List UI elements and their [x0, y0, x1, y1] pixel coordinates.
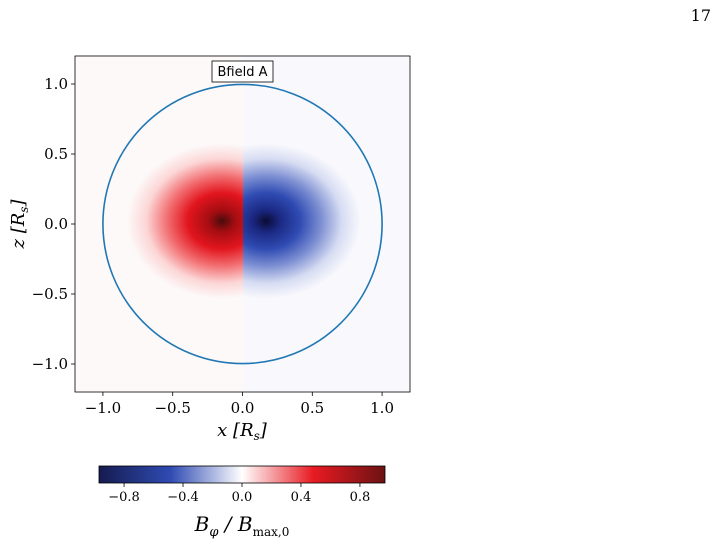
- colorbar-gradient: [98, 465, 386, 484]
- panel-label-box: Bfield A: [211, 60, 274, 83]
- panel-label: Bfield A: [218, 65, 268, 80]
- field-heatmap: [75, 56, 410, 392]
- plot-area: [74, 55, 411, 393]
- colorbar-ticks: −0.8 −0.4 0.0 0.4 0.8: [108, 483, 370, 505]
- colorbar-label: Bφ / Bmax,0: [194, 512, 290, 540]
- page-number: 17: [690, 6, 711, 25]
- x-tick-label: 0.0: [231, 399, 255, 417]
- y-tick-label: 0.0: [44, 215, 68, 233]
- y-tick-label: 1.0: [44, 75, 68, 93]
- colorbar-tick-label: −0.8: [108, 490, 140, 505]
- y-tick-label: −1.0: [32, 355, 68, 373]
- x-tick-label: 1.0: [370, 399, 394, 417]
- boundary-circle: [102, 83, 383, 365]
- x-axis: −1.0 −0.5 0.0 0.5 1.0: [85, 392, 394, 417]
- y-axis-label: z [Rs]: [8, 199, 31, 250]
- colorbar-tick-label: 0.0: [232, 490, 253, 505]
- y-tick-label: 0.5: [44, 145, 68, 163]
- x-tick-label: −0.5: [154, 399, 190, 417]
- colorbar-tick-label: −0.4: [167, 490, 199, 505]
- y-axis: −1.0 −0.5 0.0 0.5 1.0: [32, 75, 75, 373]
- positive-lobe: [127, 143, 243, 299]
- y-tick-label: −0.5: [32, 285, 68, 303]
- colorbar-tick-label: 0.4: [291, 490, 312, 505]
- colorbar-tick-label: 0.8: [350, 490, 371, 505]
- colorbar: −0.8 −0.4 0.0 0.4 0.8 Bφ / Bmax,0: [98, 465, 386, 540]
- x-tick-label: −1.0: [85, 399, 121, 417]
- x-tick-label: 0.5: [300, 399, 324, 417]
- negative-lobe: [243, 143, 361, 299]
- x-axis-label: x [Rs]: [217, 420, 268, 443]
